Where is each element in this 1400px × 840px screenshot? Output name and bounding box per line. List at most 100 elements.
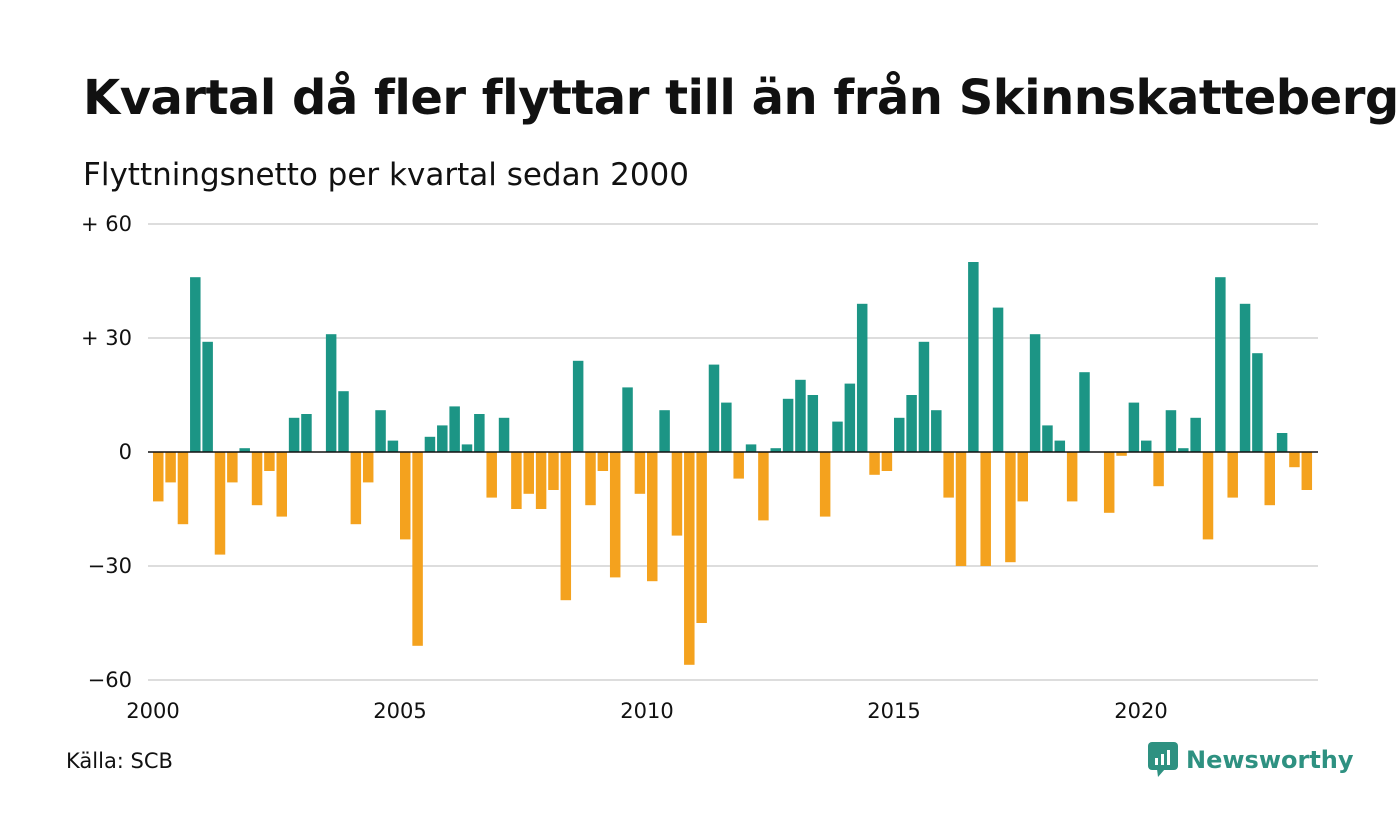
bar <box>1202 452 1214 540</box>
bar <box>1178 448 1189 452</box>
bar <box>733 452 744 479</box>
bar <box>1190 417 1201 452</box>
bar <box>239 448 250 452</box>
bar <box>523 452 534 494</box>
bar <box>1165 410 1177 452</box>
bar <box>1301 452 1313 490</box>
bar <box>202 341 213 452</box>
bar <box>1289 452 1300 468</box>
bar <box>190 277 201 452</box>
bar <box>745 444 757 452</box>
bar <box>968 262 979 452</box>
bar <box>498 417 510 452</box>
bar <box>1005 452 1016 563</box>
bar <box>165 452 176 483</box>
brand-logo: Newsworthy <box>1148 742 1354 778</box>
bar <box>758 452 769 521</box>
bar <box>992 307 1004 452</box>
y-tick-label: 0 <box>119 440 132 464</box>
bar <box>387 440 399 452</box>
bar <box>980 452 991 566</box>
bar <box>548 452 559 490</box>
bar <box>819 452 831 517</box>
bar <box>1079 372 1090 452</box>
bar <box>770 448 781 452</box>
bar <box>782 398 794 452</box>
bar <box>1153 452 1164 487</box>
y-tick-label: + 60 <box>81 212 132 236</box>
bar <box>437 425 448 452</box>
bar <box>1066 452 1078 502</box>
bar <box>251 452 263 506</box>
bar <box>844 383 856 452</box>
bar <box>362 452 374 483</box>
bars <box>153 262 1313 665</box>
bar <box>622 387 633 452</box>
bar <box>301 414 312 452</box>
x-tick-label: 2010 <box>620 699 673 723</box>
bar <box>609 452 621 578</box>
bar <box>1276 433 1288 452</box>
bar <box>1042 425 1053 452</box>
bar <box>1017 452 1028 502</box>
bar <box>708 364 720 452</box>
bar <box>1227 452 1238 498</box>
chart-subtitle: Flyttningsnetto per kvartal sedan 2000 <box>83 157 689 193</box>
bar <box>943 452 954 498</box>
y-tick-label: −60 <box>88 668 132 692</box>
y-tick-label: + 30 <box>81 326 132 350</box>
bar <box>1239 303 1251 452</box>
bar <box>832 421 843 452</box>
x-tick-label: 2015 <box>867 699 920 723</box>
bar <box>227 452 238 483</box>
x-tick-label: 2000 <box>126 699 179 723</box>
bar <box>807 395 819 452</box>
bar <box>585 452 596 506</box>
bar <box>1128 402 1140 452</box>
bar <box>955 452 967 566</box>
bar <box>795 379 806 452</box>
bar <box>177 452 189 525</box>
bar <box>338 391 349 452</box>
bar <box>449 406 460 452</box>
brand-name: Newsworthy <box>1186 746 1354 774</box>
y-tick-labels: + 60 + 30 0 −30 −60 <box>81 212 132 692</box>
x-tick-label: 2020 <box>1114 699 1167 723</box>
newsworthy-logo-icon <box>1148 742 1178 777</box>
bar <box>931 410 942 452</box>
bar <box>634 452 646 494</box>
bar <box>1029 334 1041 452</box>
bar <box>684 452 695 665</box>
bar <box>597 452 609 471</box>
bar <box>153 452 164 502</box>
bar <box>325 334 337 452</box>
x-tick-labels: 2000 2005 2010 2015 2020 <box>126 699 1167 723</box>
bar <box>424 436 436 452</box>
bar <box>572 360 584 452</box>
bar <box>1252 353 1263 452</box>
x-tick-label: 2005 <box>373 699 426 723</box>
bar <box>721 402 732 452</box>
bar <box>1141 440 1152 452</box>
bar <box>1215 277 1226 452</box>
bar <box>400 452 411 540</box>
y-tick-label: −30 <box>88 554 132 578</box>
bar <box>1054 440 1066 452</box>
bar <box>671 452 683 536</box>
chart-title: Kvartal då fler flyttar till än från Ski… <box>83 70 1399 126</box>
bar <box>264 452 275 471</box>
bar <box>214 452 226 555</box>
bar <box>511 452 522 509</box>
bar <box>1103 452 1115 513</box>
bar <box>881 452 893 471</box>
bar <box>894 417 905 452</box>
bar <box>1116 452 1127 456</box>
bar <box>560 452 572 601</box>
bar <box>350 452 362 525</box>
bar <box>288 417 300 452</box>
bar <box>276 452 287 517</box>
bar <box>474 414 485 452</box>
bar <box>461 444 473 452</box>
bar <box>375 410 386 452</box>
